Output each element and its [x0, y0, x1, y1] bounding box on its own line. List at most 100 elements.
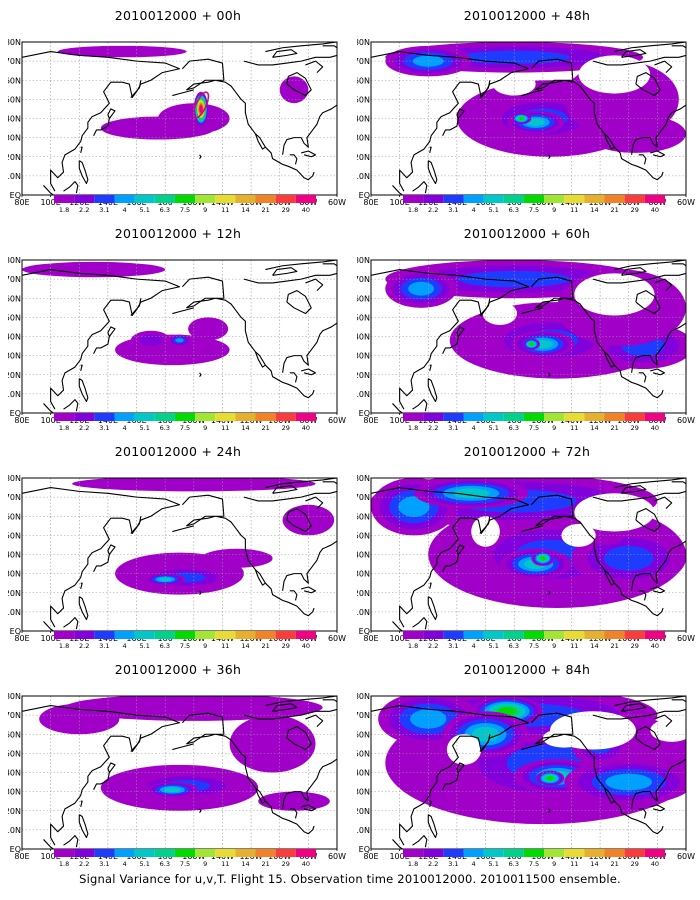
coastline — [621, 485, 647, 494]
latitude-label: 10N — [357, 826, 370, 835]
latitude-label: 30N — [8, 788, 21, 797]
colorbar-swatch — [604, 849, 625, 857]
variance-shade — [39, 703, 120, 735]
coastline — [548, 808, 551, 813]
latitude-label: 20N — [8, 153, 21, 162]
colorbar-level: 21 — [261, 860, 269, 868]
coastline — [592, 490, 686, 502]
map-panel: 2010012000 + 72h80E100E120E140E160E18016… — [357, 436, 697, 651]
latitude-label: 50N — [8, 313, 21, 322]
colorbar-level: 9 — [552, 860, 556, 868]
coastline — [78, 814, 89, 839]
colorbar-level: 29 — [631, 642, 639, 650]
colorbar-level: 1.8 — [408, 206, 418, 214]
coastline — [63, 181, 79, 194]
longitude-label: 80E — [363, 198, 378, 207]
latitude-label: 50N — [8, 95, 21, 104]
colorbar-swatch — [174, 631, 196, 639]
coastline — [621, 267, 647, 276]
colorbar-level: 4 — [122, 642, 126, 650]
colorbar-swatch — [94, 849, 115, 857]
colorbar-swatch — [423, 195, 444, 203]
coastline — [371, 51, 530, 192]
latitude-label: 80N — [357, 692, 370, 701]
coastline — [301, 150, 317, 158]
colorbar-level: 6.3 — [509, 860, 519, 868]
colorbar-level: 9 — [552, 642, 556, 650]
coastline — [521, 743, 543, 751]
coastline — [614, 260, 686, 271]
coastline — [243, 708, 337, 720]
colorbar-swatch — [215, 849, 236, 857]
colorbar-level: 9 — [552, 424, 556, 432]
coastline — [442, 326, 465, 354]
latitude-label: EQ — [359, 409, 370, 418]
coastline — [289, 372, 298, 383]
coastline — [614, 42, 686, 53]
panel-title: 2010012000 + 24h — [114, 444, 242, 459]
coastline — [412, 835, 428, 848]
map-plot: 80E100E120E140E160E180160W140W120W100W80… — [357, 692, 695, 861]
coastline — [322, 263, 337, 267]
colorbar-level: 11 — [221, 860, 229, 868]
colorbar-swatch — [403, 413, 424, 421]
variance-shade — [458, 270, 571, 288]
coastline — [548, 154, 551, 159]
latitude-label: 30N — [8, 352, 21, 361]
latitude-label: 30N — [357, 134, 370, 143]
colorbar-swatch — [544, 195, 565, 203]
variance-shade — [258, 791, 330, 811]
coastline — [130, 516, 142, 534]
map-plot: 80E100E120E140E160E180160W140W120W100W80… — [8, 692, 346, 861]
coastline — [592, 708, 686, 720]
coastline — [243, 272, 337, 284]
colorbar-swatch — [54, 631, 75, 639]
latitude-label: 10N — [8, 608, 21, 617]
coastline — [631, 758, 686, 809]
latitude-label: 80N — [8, 474, 21, 483]
latitude-label: 10N — [8, 172, 21, 181]
colorbar-level: 40 — [651, 206, 659, 214]
coastline — [199, 154, 202, 159]
colorbar-level: 7.5 — [180, 642, 190, 650]
map-panel: 2010012000 + 12h80E100E120E140E160E18016… — [8, 218, 348, 433]
coastline — [130, 298, 142, 316]
colorbar-level: 6.3 — [160, 206, 170, 214]
colorbar-level: 6.3 — [160, 860, 170, 868]
no-signal-region — [650, 718, 686, 742]
coastline — [530, 494, 664, 617]
coastline — [631, 104, 686, 155]
latitude-label: 40N — [8, 333, 21, 342]
coastline — [603, 569, 615, 586]
coastline — [43, 403, 55, 413]
colorbar-swatch — [235, 195, 256, 203]
coastline — [63, 835, 79, 848]
colorbar-level: 21 — [610, 206, 618, 214]
colorbar-level: 40 — [651, 424, 659, 432]
colorbar-level: 40 — [651, 860, 659, 868]
latitude-label: 60N — [357, 730, 370, 739]
colorbar: 1.8 2.2 3.1 4 5.1 6.3 7.5 9 11 14 21 29 40 — [54, 631, 316, 650]
map-plot: 80E100E120E140E160E180160W140W120W100W80… — [8, 256, 346, 425]
colorbar-level: 3.1 — [99, 206, 109, 214]
colorbar-level: 6.3 — [509, 642, 519, 650]
coastline — [603, 133, 615, 150]
colorbar-level: 5.1 — [140, 642, 150, 650]
colorbar-swatch — [174, 413, 196, 421]
colorbar-swatch — [564, 413, 585, 421]
latitude-label: 50N — [8, 749, 21, 758]
colorbar-swatch — [463, 195, 484, 203]
colorbar: 1.8 2.2 3.1 4 5.1 6.3 7.5 9 11 14 21 29 40 — [403, 631, 665, 650]
colorbar: 1.8 2.2 3.1 4 5.1 6.3 7.5 9 11 14 21 29 40 — [403, 413, 665, 432]
coastline — [199, 590, 202, 595]
colorbar-swatch — [523, 195, 545, 203]
colorbar-level: 40 — [302, 424, 310, 432]
latitude-label: 60N — [357, 512, 370, 521]
colorbar-level: 5.1 — [489, 206, 499, 214]
latitude-label: 10N — [8, 390, 21, 399]
coastline — [530, 276, 664, 399]
coastline — [671, 263, 686, 267]
colorbar-level: 3.1 — [448, 206, 458, 214]
coastline — [265, 696, 337, 707]
coastline — [265, 478, 337, 489]
